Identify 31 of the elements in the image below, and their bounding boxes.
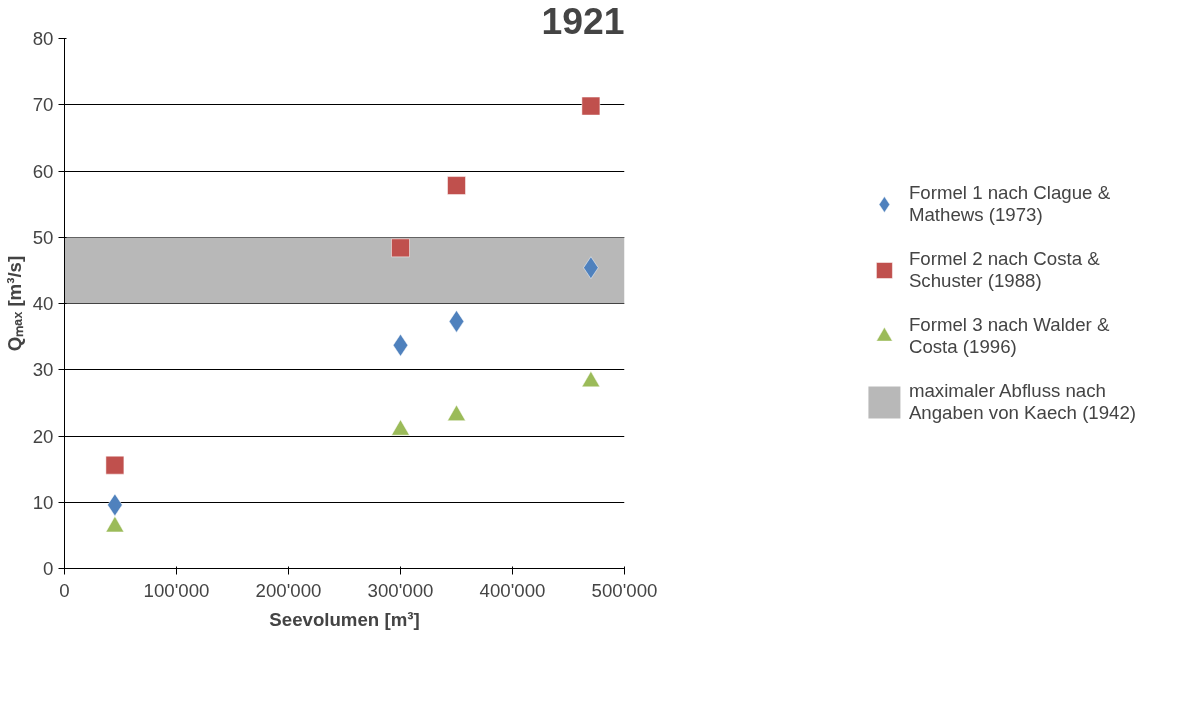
y-tick-label: 50 (32, 226, 54, 248)
point (392, 333, 409, 357)
point (448, 310, 465, 333)
legend-label: Formel 3 nach Walder & Costa (1996) (908, 314, 1110, 358)
point (581, 96, 601, 116)
y-tick-label: 70 (32, 94, 54, 116)
x-tick-label: 100'000 (143, 579, 210, 601)
x-tick-label: 300'000 (367, 579, 434, 601)
point (391, 238, 410, 258)
chart-title: 1921 (541, 0, 625, 42)
legend-label: Formel 2 nach Costa & Schuster (1988) (908, 248, 1100, 292)
x-tick-label: 500'000 (591, 579, 658, 601)
y-tick-label: 80 (32, 28, 54, 49)
point (581, 371, 601, 388)
y-tick-label: 40 (32, 293, 54, 314)
x-axis-title: Seevolumen [m³] (269, 608, 420, 630)
point (447, 176, 466, 195)
y-tick-label: 10 (32, 491, 54, 513)
y-tick-label: 20 (32, 425, 54, 447)
legend-label: maximaler Abfluss nach Angaben von Kaech (1942) (908, 380, 1137, 424)
point (391, 419, 410, 436)
y-tick-label: 60 (32, 160, 54, 182)
point (105, 455, 125, 475)
point (105, 516, 125, 533)
y-tick-label: 0 (43, 558, 54, 579)
x-tick-label: 400'000 (479, 579, 546, 601)
legend-label: Formel 1 nach Clague & Mathews (1973) (908, 182, 1111, 226)
x-tick-label: 200'000 (255, 579, 322, 601)
y-axis-title: Qₘₐₓ [m³/s] (3, 255, 25, 352)
y-tick-label: 30 (32, 359, 54, 381)
x-tick-label: 0 (59, 579, 70, 601)
